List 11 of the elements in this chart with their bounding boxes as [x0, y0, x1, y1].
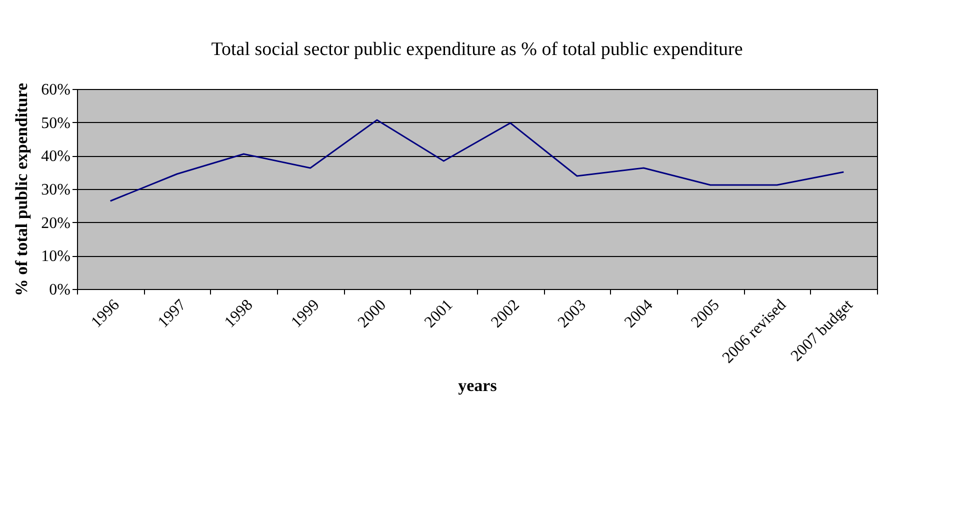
y-tick-label: 50%	[41, 114, 70, 132]
line-series	[110, 119, 844, 202]
x-axis-title: years	[458, 376, 498, 395]
y-tick-label: 60%	[41, 82, 70, 98]
y-tick-label: 30%	[41, 182, 70, 198]
y-tick-label: 0%	[49, 282, 70, 298]
y-tick-label: 20%	[41, 214, 70, 232]
chart-title: Total social sector public expenditure as % of total public expenditure	[211, 39, 743, 60]
y-axis-title: % of total public expenditure	[12, 82, 32, 296]
y-tick-label: 10%	[41, 248, 70, 266]
y-tick-label: 40%	[41, 148, 70, 166]
